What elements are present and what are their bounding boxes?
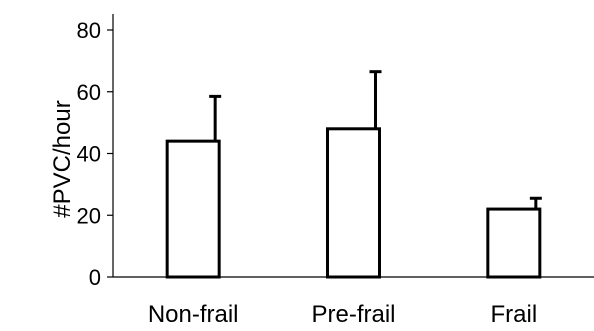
y-axis-title: #PVC/hour (49, 100, 76, 217)
y-tick-label: 80 (77, 18, 101, 43)
y-axis: 0 20 40 60 80 (77, 14, 114, 290)
bars (165, 127, 542, 279)
y-tick-label: 60 (77, 80, 101, 105)
error-bars (209, 70, 542, 210)
x-tick-label: Frail (490, 301, 537, 328)
bar-non-frail (165, 139, 221, 279)
x-tick-label: Non-frail (148, 301, 239, 328)
y-tick-label: 0 (89, 265, 101, 290)
y-tick-label: 40 (77, 142, 101, 167)
y-tick-label: 20 (77, 203, 101, 228)
x-tick-labels: Non-frail Pre-frail Frail (148, 301, 537, 328)
bar-frail (486, 207, 542, 279)
bar-pre-frail (326, 127, 381, 279)
x-tick-label: Pre-frail (311, 301, 395, 328)
